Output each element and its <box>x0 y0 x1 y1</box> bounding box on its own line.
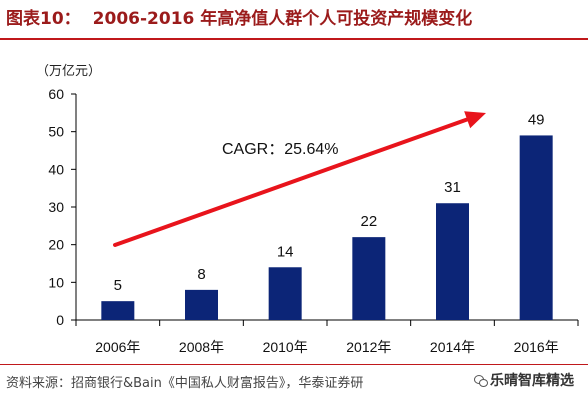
y-tick-label: 50 <box>48 124 64 140</box>
data-label: 31 <box>444 179 461 196</box>
x-tick-label: 2016年 <box>514 339 559 355</box>
data-label: 49 <box>528 111 545 128</box>
title-divider <box>0 38 588 40</box>
footer-divider <box>0 364 588 365</box>
y-tick-label: 0 <box>56 312 64 328</box>
figure-label: 图表10： <box>6 9 81 29</box>
y-axis-unit: （万亿元） <box>36 64 102 79</box>
bar <box>352 237 386 320</box>
bar <box>101 301 135 320</box>
y-tick-label: 40 <box>48 161 64 177</box>
watermark: 乐晴智库精选 <box>472 370 576 390</box>
data-label: 14 <box>277 243 294 260</box>
bar <box>436 203 469 320</box>
x-tick-label: 2006年 <box>95 339 140 355</box>
bar <box>185 289 218 320</box>
x-tick-label: 2012年 <box>346 339 391 355</box>
source-note: 资料来源：招商银行&Bain《中国私人财富报告》，华泰证券研 <box>6 376 364 391</box>
cagr-arrow-head <box>464 111 486 129</box>
y-tick-label: 30 <box>48 199 64 215</box>
data-label: 22 <box>360 213 377 230</box>
bar <box>268 267 302 320</box>
figure-title-text: 2006-2016 年高净值人群个人可投资产规模变化 <box>92 9 473 29</box>
chat-bubble-icon <box>474 374 488 387</box>
bar <box>519 135 553 320</box>
x-tick-label: 2014年 <box>430 339 475 355</box>
y-tick-label: 60 <box>48 86 64 102</box>
y-tick-label: 10 <box>48 274 64 290</box>
figure-title: 图表10： 2006-2016 年高净值人群个人可投资产规模变化 <box>6 6 484 32</box>
cagr-annotation: CAGR：25.64% <box>222 141 339 158</box>
x-tick-label: 2010年 <box>263 339 308 355</box>
x-tick-label: 2008年 <box>179 339 224 355</box>
data-label: 8 <box>197 266 205 283</box>
y-tick-label: 20 <box>48 237 64 253</box>
cagr-arrow-line <box>113 115 476 247</box>
watermark-text: 乐晴智库精选 <box>490 373 574 389</box>
data-label: 5 <box>114 277 122 294</box>
